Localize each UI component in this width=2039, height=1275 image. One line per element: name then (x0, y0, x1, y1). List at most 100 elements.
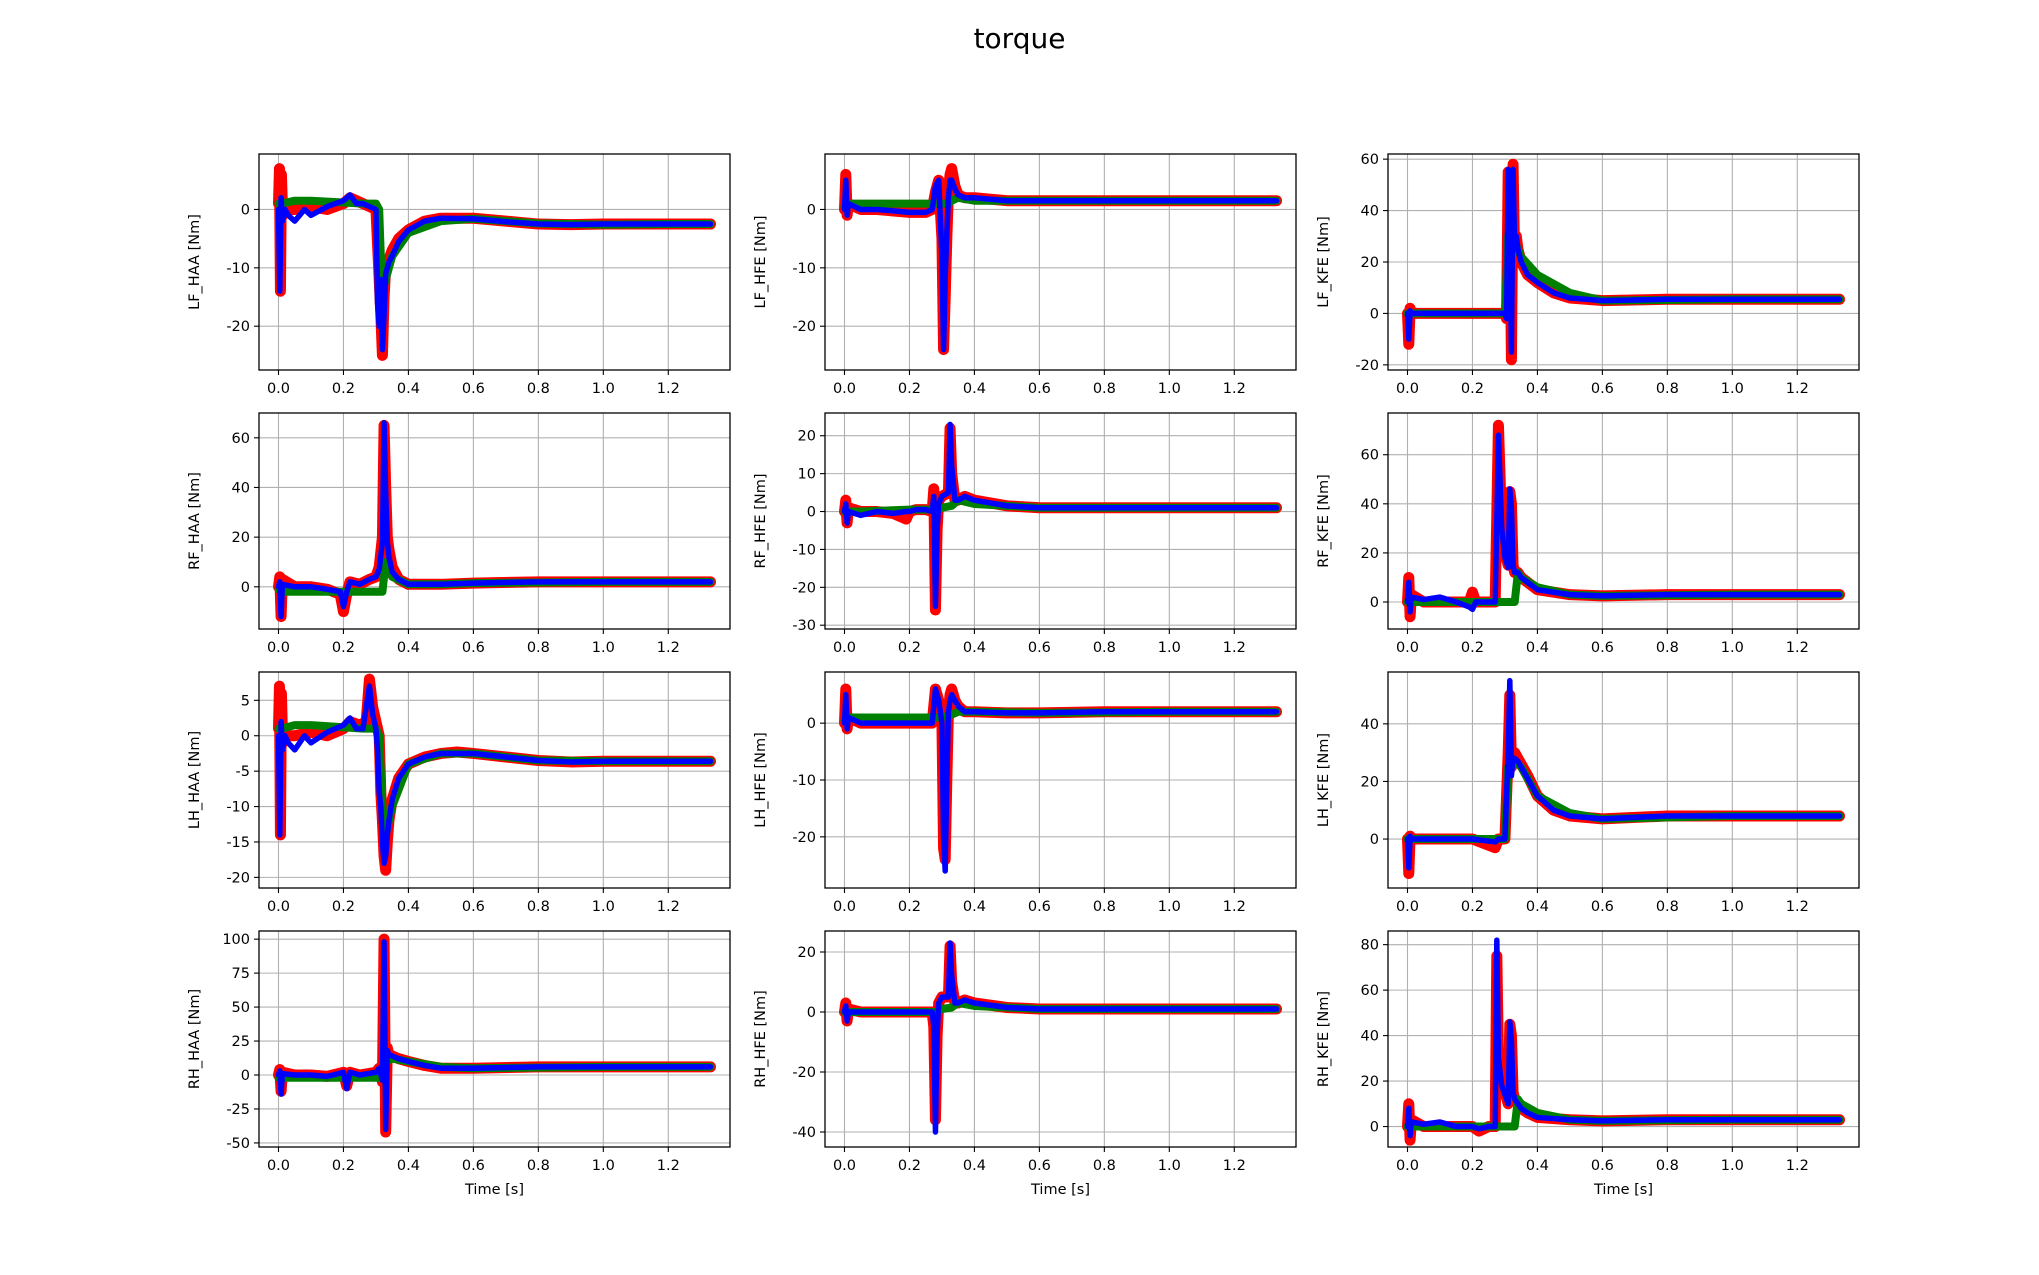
y-tick-label: -10 (792, 261, 816, 277)
axes-frame (258, 671, 731, 889)
x-tick-label: 0.8 (527, 899, 550, 915)
x-tick-label: 1.2 (1786, 1158, 1809, 1174)
y-axis-label: LH_KFE [Nm] (1316, 733, 1332, 827)
y-tick-label: 40 (1361, 717, 1379, 733)
series-group (272, 419, 717, 623)
axes-frame (824, 412, 1297, 630)
x-tick-label: 1.0 (1158, 640, 1181, 656)
subplot-rf-haa: 0.0 0.2 0.4 0.6 0.8 1.0 1.2 0 20 40 60 RF_HAA [Nm] (187, 412, 731, 656)
subplot-rf-hfe: 0.0 0.2 0.4 0.6 0.8 1.0 1.2 -30 -20 -10 0 10 20 RF_HF… (753, 412, 1297, 656)
y-tick-label: 40 (232, 480, 250, 496)
y-tick-label: 100 (222, 932, 250, 948)
x-tick-label: 0.4 (1526, 381, 1549, 397)
series-line-2 (275, 420, 714, 620)
y-tick-label: -10 (226, 800, 250, 816)
x-tick-label: 1.0 (592, 1158, 615, 1174)
x-tick-label: 1.2 (1786, 899, 1809, 915)
axes-frame (824, 153, 1297, 371)
x-tick-label: 0.8 (527, 381, 550, 397)
x-tick-label: 0.2 (332, 899, 355, 915)
axes-frame (258, 153, 731, 371)
y-axis-label: RH_HFE [Nm] (753, 990, 769, 1088)
x-tick-label: 0.4 (963, 381, 986, 397)
x-tick-label: 1.0 (592, 381, 615, 397)
subplot-lf-hfe: 0.0 0.2 0.4 0.6 0.8 1.0 1.2 -20 -10 0 LF_HFE [Nm] (753, 153, 1297, 397)
x-tick-label: 0.0 (267, 899, 290, 915)
y-tick-label: 20 (798, 945, 816, 961)
y-tick-label: 60 (232, 431, 250, 447)
y-tick-label: 50 (232, 1000, 250, 1016)
series-line-2 (841, 686, 1280, 874)
x-tick-label: 0.4 (1526, 640, 1549, 656)
x-tick-label: 0.4 (963, 1158, 986, 1174)
subplot-rf-kfe: 0.0 0.2 0.4 0.6 0.8 1.0 1.2 0 20 40 60 RF_KFE [Nm] (1316, 412, 1860, 656)
x-axis-label: Time [s] (1030, 1182, 1090, 1198)
series-line-2 (1404, 432, 1843, 615)
series-group (838, 163, 1283, 356)
y-tick-label: 10 (798, 467, 816, 483)
x-tick-label: 0.2 (898, 640, 921, 656)
y-tick-label: 80 (1361, 938, 1379, 954)
x-tick-label: 0.0 (833, 1158, 856, 1174)
y-tick-label: 0 (241, 729, 250, 745)
y-tick-label: 0 (807, 505, 816, 521)
y-tick-label: 60 (1361, 983, 1379, 999)
y-tick-label: 60 (1361, 152, 1379, 168)
x-tick-label: 1.0 (1158, 899, 1181, 915)
grid (259, 413, 730, 629)
x-tick-label: 0.4 (1526, 899, 1549, 915)
y-axis-label: RF_KFE [Nm] (1316, 474, 1332, 568)
x-tick-label: 0.2 (332, 1158, 355, 1174)
y-tick-label: -20 (792, 319, 816, 335)
x-tick-label: 1.2 (1223, 381, 1246, 397)
x-tick-label: 0.6 (1591, 1158, 1614, 1174)
y-axis-label: RF_HAA [Nm] (187, 472, 203, 570)
y-tick-label: -50 (226, 1136, 250, 1152)
x-tick-label: 0.4 (397, 1158, 420, 1174)
x-tick-label: 0.4 (963, 640, 986, 656)
x-tick-label: 1.0 (1721, 1158, 1744, 1174)
axes-frame (1387, 412, 1860, 630)
x-tick-label: 0.6 (462, 381, 485, 397)
x-tick-label: 0.8 (1093, 381, 1116, 397)
x-tick-label: 1.2 (1786, 640, 1809, 656)
y-tick-label: -20 (226, 319, 250, 335)
x-tick-label: 0.4 (963, 899, 986, 915)
y-tick-label: -40 (792, 1125, 816, 1141)
x-axis-label: Time [s] (464, 1182, 524, 1198)
x-tick-label: 0.6 (462, 899, 485, 915)
series-line-2 (275, 939, 714, 1133)
x-tick-label: 1.0 (1158, 1158, 1181, 1174)
y-tick-label: 0 (1370, 595, 1379, 611)
subplot-lh-haa: 0.0 0.2 0.4 0.6 0.8 1.0 1.2 -20 -15 -10 -5 0 5 LH_HAA… (187, 671, 731, 915)
y-tick-label: 0 (807, 202, 816, 218)
y-tick-label: 40 (1361, 204, 1379, 220)
y-tick-label: -5 (236, 764, 250, 780)
series-line-2 (1404, 937, 1843, 1139)
x-tick-label: 0.4 (1526, 1158, 1549, 1174)
y-tick-label: 0 (1370, 832, 1379, 848)
axes-frame (1387, 671, 1860, 889)
axes-frame (258, 412, 731, 630)
y-tick-label: 20 (1361, 1074, 1379, 1090)
y-tick-label: -30 (792, 618, 816, 634)
axes-frame (258, 930, 731, 1148)
x-tick-label: 1.2 (657, 899, 680, 915)
x-tick-label: 0.0 (267, 640, 290, 656)
x-tick-label: 0.2 (1461, 640, 1484, 656)
y-tick-label: 40 (1361, 497, 1379, 513)
x-axis-label: Time [s] (1593, 1182, 1653, 1198)
series-group (838, 940, 1283, 1135)
subplot-rh-hfe: 0.0 0.2 0.4 0.6 0.8 1.0 1.2 -40 -20 0 20 RH_HFE [Nm… (753, 930, 1297, 1198)
x-tick-label: 0.0 (1396, 381, 1419, 397)
series-line-2 (1404, 677, 1843, 871)
x-tick-label: 0.6 (1591, 899, 1614, 915)
series-line-2 (275, 192, 714, 353)
series-line-2 (841, 940, 1280, 1135)
series-group (838, 421, 1283, 616)
y-tick-label: 0 (241, 580, 250, 596)
y-tick-label: 0 (807, 1005, 816, 1021)
x-tick-label: 0.2 (1461, 381, 1484, 397)
